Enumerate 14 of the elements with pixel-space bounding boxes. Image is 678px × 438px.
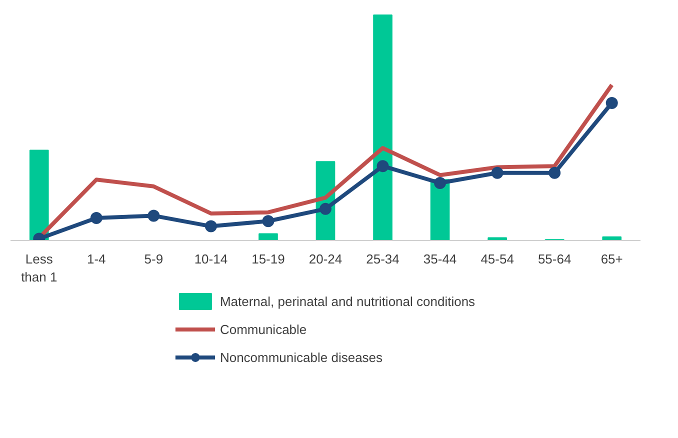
x-tick-label: 35-44 <box>423 252 457 266</box>
x-tick-label: Less than 1 <box>21 252 58 284</box>
legend-label: Communicable <box>220 322 307 336</box>
legend-label: Maternal, perinatal and nutritional conditions <box>220 294 476 308</box>
x-tick-label: 10-14 <box>194 252 228 266</box>
x-tick-label: 55-64 <box>538 252 572 266</box>
x-tick-label: 5-9 <box>144 252 164 266</box>
x-tick-label: 65+ <box>600 252 623 266</box>
legend-label: Noncommunicable diseases <box>220 350 383 364</box>
x-tick-label: 25-34 <box>366 252 400 266</box>
x-tick-label: 1-4 <box>87 252 106 266</box>
x-tick-label: 45-54 <box>480 252 514 266</box>
x-tick-label: 20-24 <box>308 252 342 266</box>
x-tick-label: 15-19 <box>252 252 285 266</box>
